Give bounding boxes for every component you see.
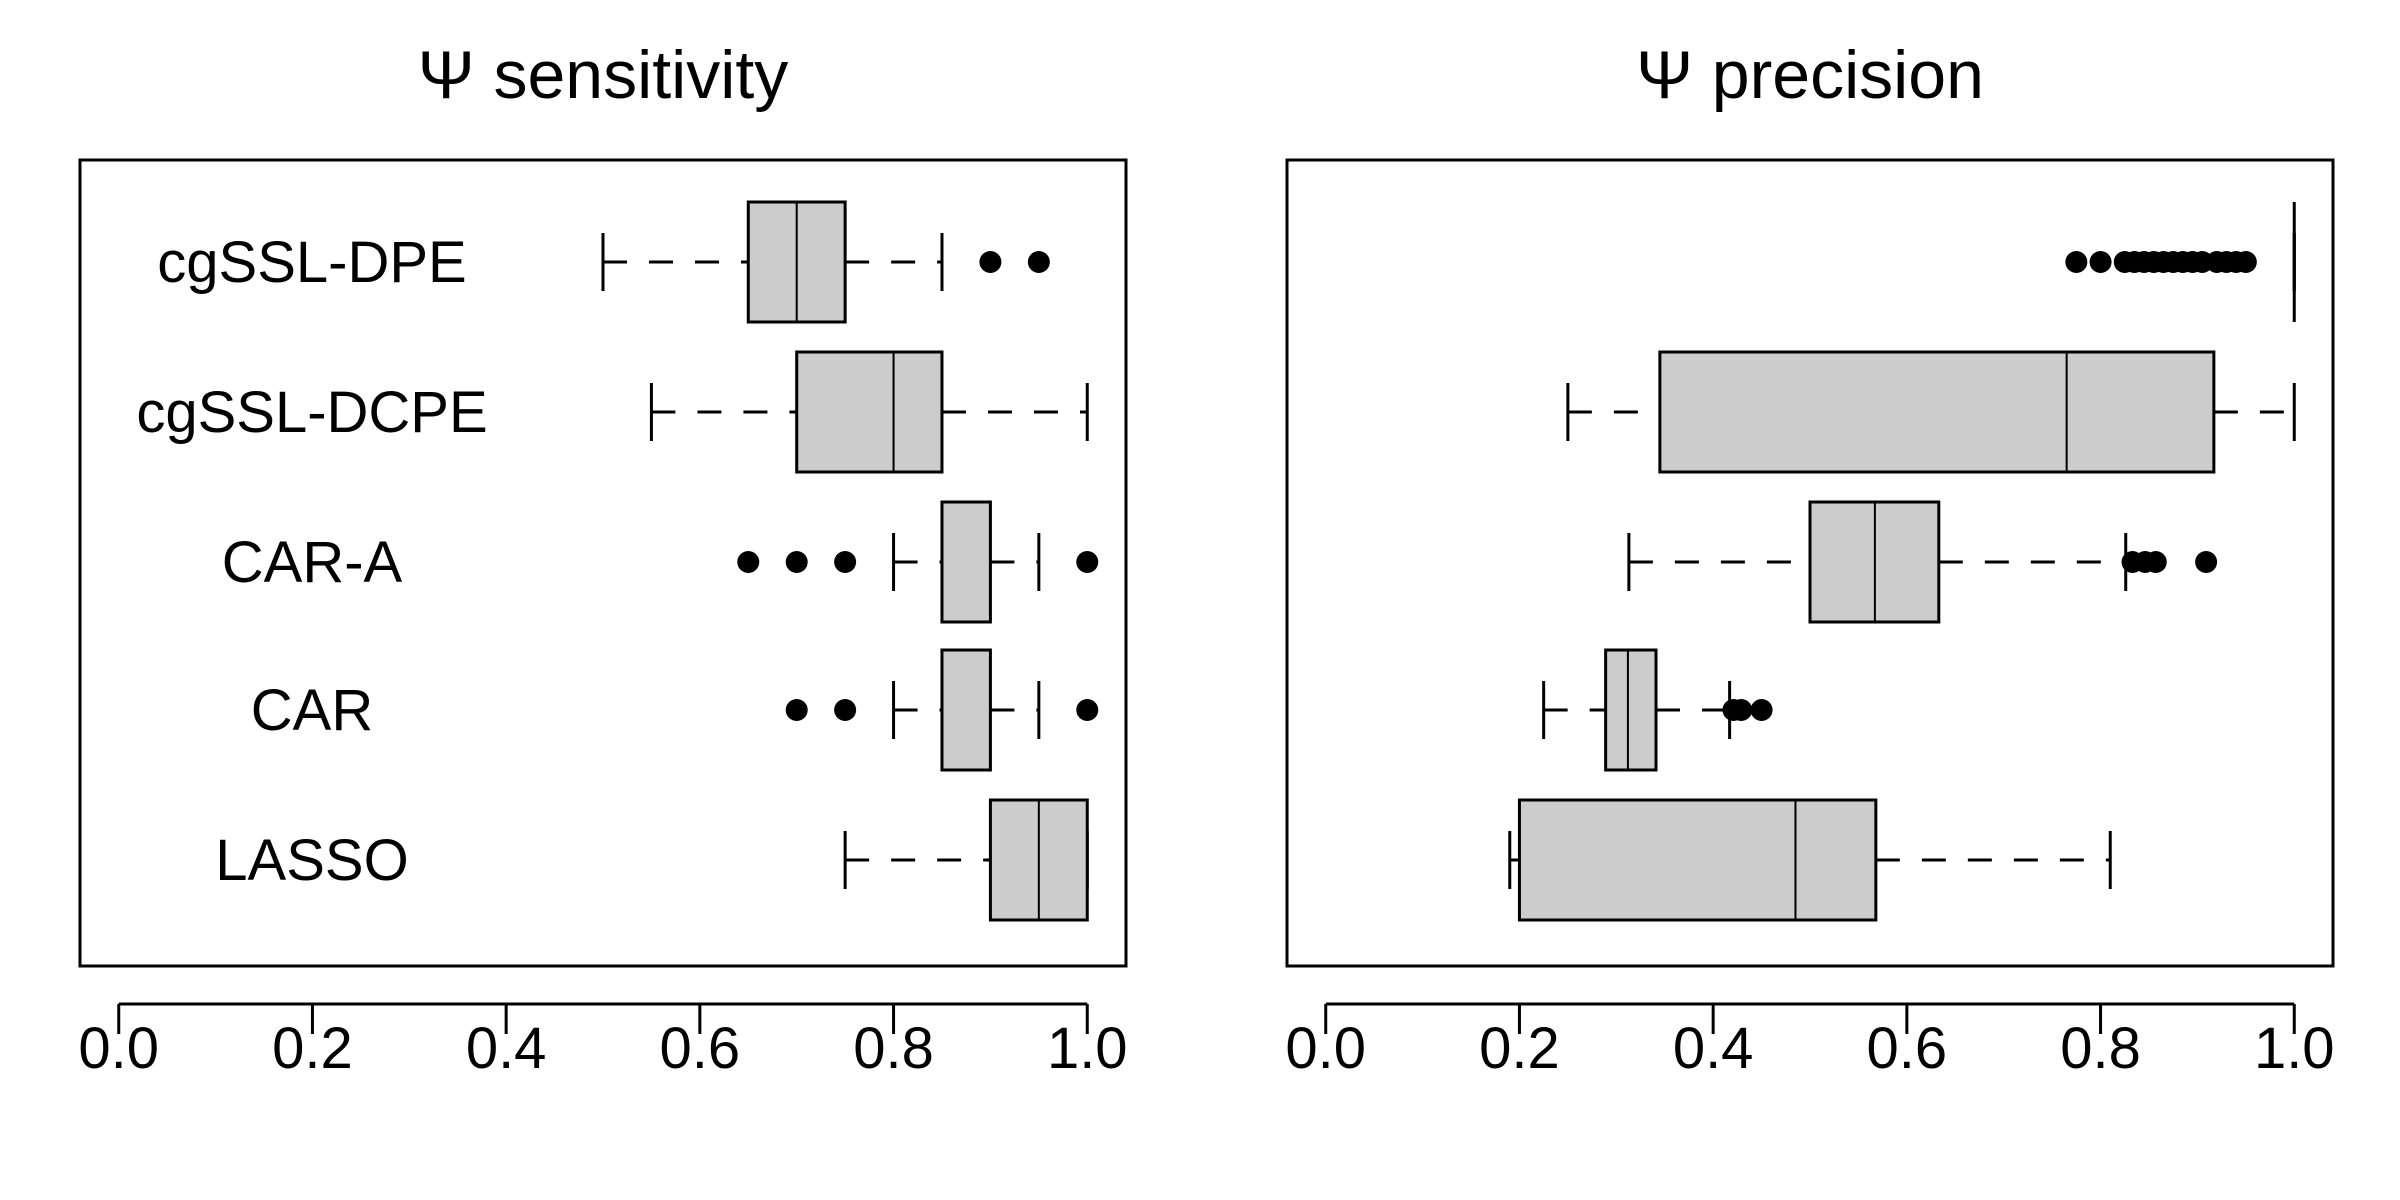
box xyxy=(940,648,992,772)
outlier-point xyxy=(834,551,857,573)
category-label: cgSSL-DPE xyxy=(157,230,466,295)
chart-title: Ψ sensitivity xyxy=(418,37,788,113)
box xyxy=(1517,798,1878,922)
x-tick-label: 0.2 xyxy=(1479,1016,1560,1081)
x-tick-label: 0.4 xyxy=(1673,1016,1754,1081)
x-tick-label: 0.0 xyxy=(78,1016,159,1081)
x-tick-label: 0.8 xyxy=(853,1016,934,1081)
category-label: LASSO xyxy=(215,828,408,893)
outlier-point xyxy=(2195,551,2218,573)
plot-frame xyxy=(1285,158,2335,968)
outlier-point xyxy=(2234,251,2257,273)
x-tick-label: 0.0 xyxy=(1285,1016,1366,1081)
box xyxy=(795,350,944,474)
outlier-point xyxy=(979,251,1002,273)
category-label: CAR-A xyxy=(222,530,403,595)
outlier-point xyxy=(1076,699,1099,721)
x-tick-label: 0.4 xyxy=(466,1016,547,1081)
category-label: cgSSL-DCPE xyxy=(136,380,487,445)
outlier-point xyxy=(2089,251,2112,273)
outlier-point xyxy=(1076,551,1099,573)
box xyxy=(940,500,992,624)
x-tick-label: 0.6 xyxy=(660,1016,741,1081)
box xyxy=(1604,648,1658,772)
outlier-point xyxy=(1750,699,1773,721)
outlier-point xyxy=(834,699,857,721)
outlier-point xyxy=(1730,699,1753,721)
x-tick-label: 1.0 xyxy=(2254,1016,2335,1081)
box xyxy=(1658,350,2216,474)
plot-frame xyxy=(78,158,1128,968)
x-tick-label: 0.8 xyxy=(2060,1016,2141,1081)
outlier-point xyxy=(785,699,808,721)
outlier-point xyxy=(2144,551,2167,573)
x-tick-label: 0.2 xyxy=(272,1016,353,1081)
outlier-point xyxy=(2065,251,2088,273)
outlier-point xyxy=(1027,251,1050,273)
category-label: CAR xyxy=(251,678,373,743)
outlier-point xyxy=(785,551,808,573)
x-tick-label: 1.0 xyxy=(1047,1016,1128,1081)
outlier-point xyxy=(737,551,760,573)
x-tick-label: 0.6 xyxy=(1867,1016,1948,1081)
chart-title: Ψ precision xyxy=(1636,37,1984,113)
